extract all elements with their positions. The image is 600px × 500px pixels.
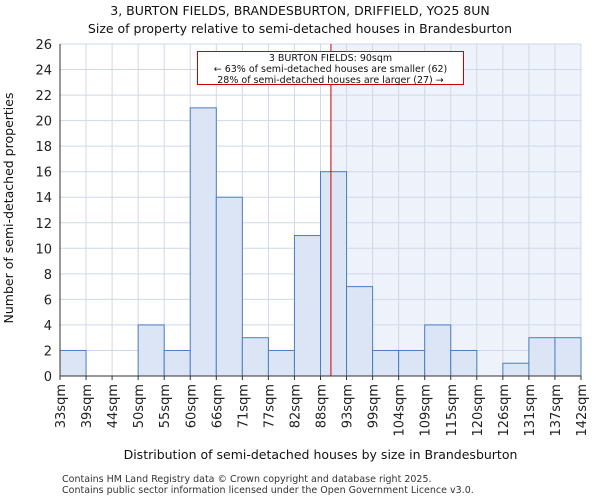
x-tick-label: 82sqm	[288, 384, 303, 428]
y-tick-label: 8	[44, 268, 52, 283]
x-tick-label: 142sqm	[575, 384, 590, 437]
bar	[528, 337, 556, 377]
marker-annotation-line-3: 28% of semi-detached houses are larger (…	[217, 75, 444, 86]
bar	[267, 349, 295, 377]
x-axis-title: Distribution of semi-detached houses by …	[124, 447, 518, 462]
y-tick-label: 24	[35, 64, 52, 79]
bar	[137, 324, 165, 377]
chart-subtitle: Size of property relative to semi-detach…	[87, 21, 513, 36]
y-tick-label: 6	[44, 293, 52, 308]
marker-annotation-line-1: 3 BURTON FIELDS: 90sqm	[268, 53, 393, 64]
bar	[424, 324, 452, 377]
footer-copyright: Contains HM Land Registry data © Crown c…	[62, 474, 432, 485]
x-tick-label: 88sqm	[315, 384, 330, 428]
y-tick-label: 16	[35, 166, 52, 181]
x-tick-label: 39sqm	[80, 384, 95, 428]
x-tick-label: 109sqm	[419, 384, 434, 437]
bar	[554, 337, 582, 377]
bar	[398, 349, 426, 377]
x-tick-label: 77sqm	[262, 384, 277, 428]
y-tick-label: 18	[35, 140, 52, 155]
x-tick-label: 50sqm	[132, 384, 147, 428]
bar	[215, 196, 243, 377]
bar	[450, 349, 478, 377]
y-tick-label: 12	[35, 217, 52, 232]
x-tick-label: 120sqm	[471, 384, 486, 437]
x-tick-label: 55sqm	[158, 384, 173, 428]
bar	[163, 349, 191, 377]
chart-title: 3, BURTON FIELDS, BRANDESBURTON, DRIFFIE…	[110, 3, 490, 18]
y-tick-label: 14	[35, 191, 52, 206]
x-tick-label: 66sqm	[210, 384, 225, 428]
bar	[59, 349, 87, 377]
x-tick-label: 60sqm	[184, 384, 199, 428]
x-tick-label: 33sqm	[54, 384, 69, 428]
x-tick-label: 126sqm	[497, 384, 512, 437]
x-tick-label: 44sqm	[106, 384, 121, 428]
y-tick-label: 2	[44, 344, 52, 359]
x-tick-label: 93sqm	[341, 384, 356, 428]
marker-annotation-box: 3 BURTON FIELDS: 90sqm ← 63% of semi-det…	[197, 51, 464, 86]
bar	[241, 337, 269, 377]
marker-annotation-line-2: ← 63% of semi-detached houses are smalle…	[213, 64, 448, 75]
x-tick-label: 137sqm	[549, 384, 564, 437]
bar	[502, 362, 530, 377]
x-tick-label: 99sqm	[367, 384, 382, 428]
x-tick-label: 131sqm	[523, 384, 538, 437]
bar	[346, 286, 374, 377]
bar	[372, 349, 400, 377]
footer-licence: Contains public sector information licen…	[62, 485, 474, 496]
bar	[293, 235, 322, 377]
y-axis-title: Number of semi-detached properties	[1, 93, 16, 324]
y-tick-label: 20	[35, 115, 52, 130]
y-tick-label: 0	[44, 370, 52, 385]
x-tick-label: 71sqm	[236, 384, 251, 428]
y-tick-label: 22	[35, 89, 52, 104]
bar	[320, 171, 348, 377]
bar	[189, 107, 217, 377]
x-tick-label: 115sqm	[445, 384, 460, 437]
y-tick-label: 26	[35, 38, 52, 53]
x-tick-label: 104sqm	[393, 384, 408, 437]
y-tick-label: 4	[44, 319, 52, 334]
y-tick-label: 10	[35, 242, 52, 257]
